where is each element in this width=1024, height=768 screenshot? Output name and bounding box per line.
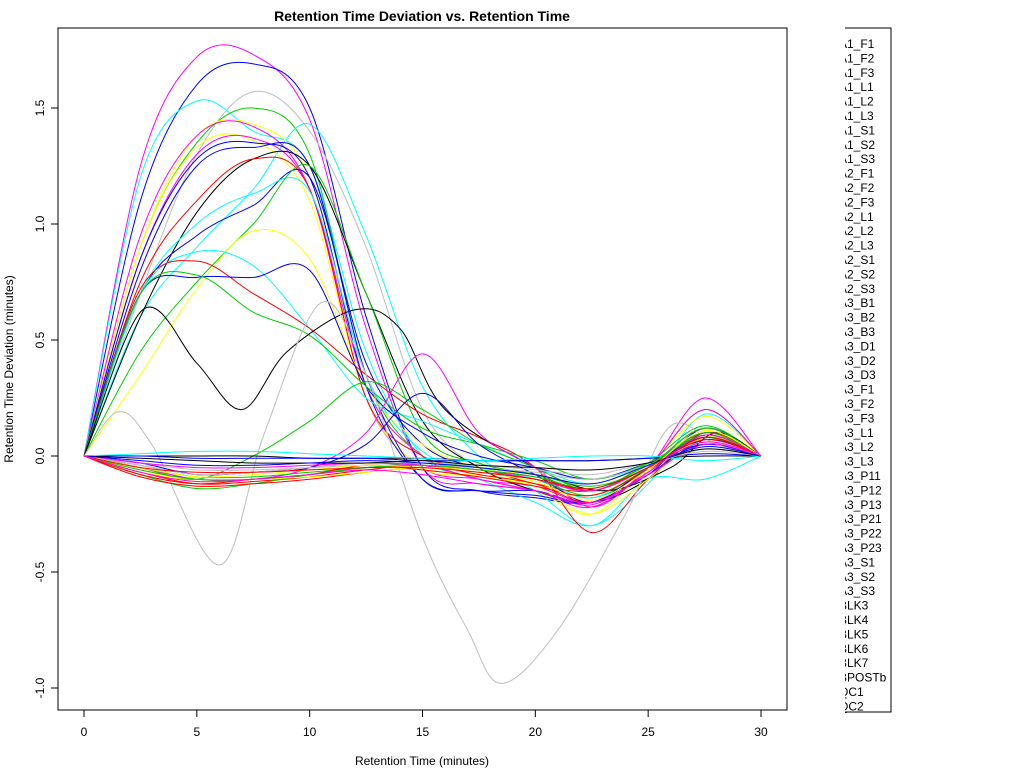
y-axis: -1.0 -0.5 0.0 0.5 1.0 1.5 [33,99,59,698]
x-tick-label: 30 [754,725,768,739]
y-axis-title: Retention Time Deviation (minutes) [2,275,16,462]
legend-entry: A3_P13 [839,498,882,512]
series-line-A2_L1 [83,150,762,504]
y-tick-label: 0.0 [33,447,47,464]
series-line-A1_L2 [83,107,762,499]
legend-entry: A3_S2 [839,570,875,584]
series-line-QC1 [83,436,762,490]
legend-entry: A1_S3 [839,152,875,166]
x-tick-label: 15 [416,725,430,739]
series-line-A3_S2 [83,450,762,462]
legend: A1_F1A1_F2A1_F3A1_L1A1_L2A1_L3A1_S1A1_S2… [839,27,892,713]
series-line-A2_L3 [83,169,762,492]
legend-entry: A3_D2 [839,354,876,368]
series-line-A3_D2 [83,306,762,492]
y-tick-label: 0.5 [33,331,47,348]
legend-entry: A2_L3 [839,239,874,253]
legend-box [845,27,892,713]
x-tick-label: 10 [303,725,317,739]
legend-entry: A2_F3 [839,195,875,209]
legend-entry: A3_L1 [839,426,874,440]
legend-entry: A3_L2 [839,440,874,454]
legend-entry: QC2 [839,699,864,713]
y-tick-label: -1.0 [33,677,47,698]
series-line-A3_D1 [83,271,762,480]
legend-entry: BLK6 [839,642,869,656]
x-tick-label: 0 [81,725,88,739]
legend-entry: BPOSTb [839,671,887,685]
legend-entry: A3_B2 [839,311,875,325]
series-line-A3_B2 [83,260,762,534]
x-axis-title: Retention Time (minutes) [355,754,489,768]
series-line-A1_F3 [83,90,762,492]
series-line-A3_B3 [83,263,762,480]
legend-entry: A2_F2 [839,181,875,195]
legend-entry: BLK4 [839,613,869,627]
legend-entry: A3_D3 [839,368,876,382]
series-line-A2_F3 [83,141,762,504]
legend-entry: A2_S3 [839,282,875,296]
series-line-A3_S3 [83,441,762,492]
legend-entry: A1_F1 [839,37,875,51]
series-line-A1_L1 [83,99,762,527]
legend-entry: A1_S2 [839,138,875,152]
legend-entry: A3_B1 [839,296,875,310]
y-tick-label: 1.5 [33,99,47,116]
series-line-A2_F2 [83,140,762,504]
series-line-BPOSTb [83,446,762,485]
series-line-A1_F1 [83,44,762,509]
legend-entry: A2_F1 [839,167,875,181]
legend-entry: BLK3 [839,599,869,613]
y-tick-label: -0.5 [33,561,47,582]
legend-entry: A3_P12 [839,483,882,497]
legend-entry: A1_L3 [839,109,874,123]
legend-entry: A2_S1 [839,253,875,267]
legend-entry: A3_P22 [839,527,882,541]
x-axis: 0 5 10 15 20 25 30 [81,709,768,739]
legend-entry: A3_F1 [839,383,875,397]
legend-entry: A3_B3 [839,325,875,339]
series-line-A3_F2 [83,353,762,508]
y-tick-label: 1.0 [33,215,47,232]
series-line-A1_F2 [83,61,762,505]
x-tick-label: 5 [193,725,200,739]
legend-entry: A3_L3 [839,455,874,469]
x-tick-label: 25 [641,725,655,739]
series-line-BLK5 [83,448,762,471]
series-line-A3_B1 [83,249,762,485]
legend-entry: A3_P23 [839,541,882,555]
legend-entry: BLK5 [839,627,869,641]
legend-entry: A1_F3 [839,66,875,80]
legend-entry: A1_F2 [839,51,875,65]
legend-entry: A2_L2 [839,224,874,238]
legend-entry: BLK7 [839,656,869,670]
legend-entry: A3_P11 [839,469,881,483]
series-line-A2_S1 [83,177,762,499]
legend-entry: A2_S2 [839,267,875,281]
legend-entry: A3_D1 [839,339,876,353]
series-layer [83,44,762,684]
legend-entry: A3_F2 [839,397,875,411]
legend-entry: A1_L1 [839,80,874,94]
series-line-QC2 [83,434,762,506]
legend-entry: A3_S1 [839,555,875,569]
x-tick-label: 20 [529,725,543,739]
chart-title: Retention Time Deviation vs. Retention T… [274,8,570,24]
legend-entry: QC1 [839,685,864,699]
legend-entry: A3_S3 [839,584,875,598]
series-line-A1_L3 [83,123,762,527]
legend-entry: A3_F3 [839,411,875,425]
legend-entry: A1_L2 [839,95,874,109]
series-line-A1_S2 [83,120,762,504]
legend-entry: A3_P21 [839,512,882,526]
legend-entry: A2_L1 [839,210,874,224]
series-line-A3_D3 [83,301,762,684]
legend-entry: A1_S1 [839,123,875,137]
series-line-A2_F1 [83,134,762,504]
